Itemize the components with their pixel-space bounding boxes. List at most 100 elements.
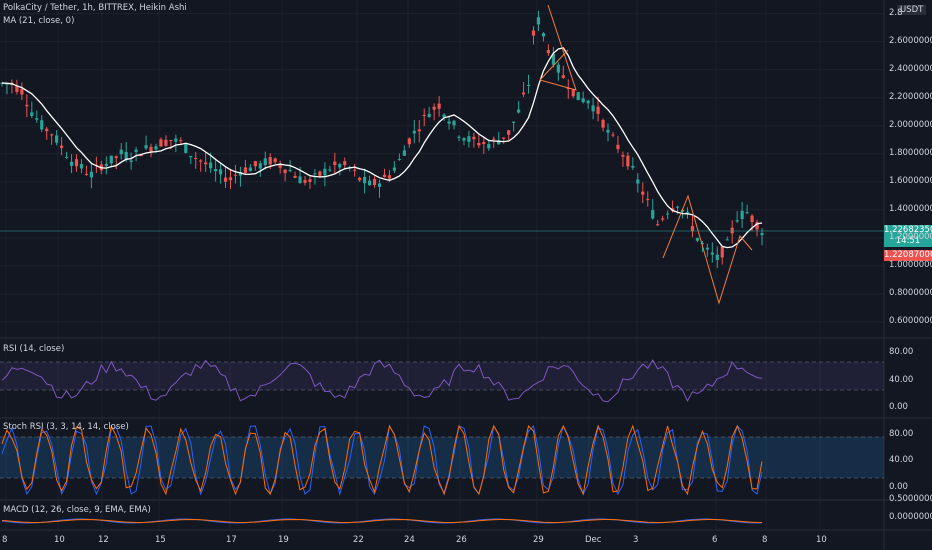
candle-body bbox=[248, 167, 252, 172]
candle-body bbox=[646, 199, 650, 201]
macd-signal-line bbox=[1, 518, 763, 523]
candle-body bbox=[407, 138, 411, 145]
candle-body bbox=[223, 177, 228, 182]
candle-body bbox=[392, 167, 397, 171]
price-tick-label: 2.60000000 bbox=[889, 35, 932, 46]
candle-body bbox=[427, 113, 431, 118]
candle-body bbox=[447, 121, 451, 124]
candle-body bbox=[695, 238, 700, 241]
candle-body bbox=[551, 53, 555, 65]
price-tick-label: 1.60000000 bbox=[889, 175, 932, 186]
candle-body bbox=[169, 140, 173, 142]
candle-body bbox=[353, 169, 357, 171]
osc-tick-label: 0.00000000 bbox=[889, 512, 932, 522]
candle-body bbox=[84, 173, 89, 175]
price-tick-label: 2.20000000 bbox=[889, 91, 932, 102]
candle-body bbox=[531, 30, 536, 36]
currency-badge[interactable]: USDT bbox=[897, 5, 927, 15]
candle-body bbox=[740, 210, 744, 220]
candle-body bbox=[735, 220, 739, 222]
chart-title: PolkaCity / Tether, 1h, BITTREX, Heikin … bbox=[3, 3, 187, 13]
stoch-d-line bbox=[1, 424, 763, 496]
candle-body bbox=[298, 176, 302, 184]
countdown-tag: 14:51 bbox=[884, 236, 932, 247]
candle-body bbox=[641, 191, 645, 195]
prev-price-tag: 1.22087000 bbox=[884, 250, 932, 261]
candle-body bbox=[109, 155, 113, 164]
stoch-k-line bbox=[1, 424, 763, 496]
candle-body bbox=[159, 139, 163, 147]
candle-body bbox=[263, 158, 267, 166]
candle-body bbox=[55, 135, 59, 143]
price-tick-label: 1.80000000 bbox=[889, 147, 932, 158]
candle-body bbox=[15, 85, 19, 92]
candle-body bbox=[50, 134, 54, 136]
candle-body bbox=[601, 119, 605, 128]
candle-body bbox=[576, 92, 580, 101]
candle-body bbox=[571, 88, 575, 97]
candle-body bbox=[755, 221, 759, 230]
price-tick-label: 0.80000000 bbox=[889, 287, 932, 298]
candle-body bbox=[164, 139, 168, 146]
candle-body bbox=[631, 165, 635, 168]
time-tick-label: 3 bbox=[633, 535, 639, 545]
candle-body bbox=[134, 149, 138, 152]
time-tick-label: 8 bbox=[762, 535, 768, 545]
candle-body bbox=[715, 254, 719, 261]
candle-body bbox=[104, 164, 108, 167]
candle-body bbox=[64, 156, 69, 158]
stoch-rsi-label: Stoch RSI (3, 3, 14, 14, close) bbox=[3, 422, 129, 432]
candle-body bbox=[556, 64, 560, 73]
candle-body bbox=[228, 177, 233, 181]
candle-body bbox=[725, 239, 729, 241]
candle-body bbox=[467, 136, 471, 142]
candle-body bbox=[636, 179, 640, 184]
candle-body bbox=[626, 155, 630, 167]
candle-body bbox=[308, 179, 312, 182]
candle-body bbox=[566, 87, 570, 90]
time-tick-label: 29 bbox=[533, 535, 544, 545]
candle-body bbox=[477, 142, 481, 146]
candle-body bbox=[536, 17, 541, 25]
candle-body bbox=[144, 145, 148, 149]
candle-body bbox=[541, 33, 546, 37]
candle-body bbox=[656, 224, 660, 226]
candle-body bbox=[437, 103, 441, 109]
candle-body bbox=[700, 243, 704, 245]
candle-body bbox=[69, 161, 74, 166]
macd-label: MACD (12, 26, close, 9, EMA, EMA) bbox=[3, 505, 151, 515]
candle-body bbox=[452, 120, 456, 126]
candle-body bbox=[422, 114, 426, 116]
candle-body bbox=[238, 172, 243, 176]
time-tick-label: 24 bbox=[404, 535, 415, 545]
osc-tick-label: 0.00 bbox=[889, 402, 908, 412]
candle-body bbox=[318, 171, 322, 176]
candle-body bbox=[189, 155, 193, 158]
candle-body bbox=[402, 150, 406, 156]
candle-body bbox=[124, 151, 128, 160]
macd-line bbox=[1, 518, 763, 524]
candle-body bbox=[611, 134, 615, 136]
candle-body bbox=[273, 158, 277, 163]
trend-drawing-1 bbox=[662, 194, 753, 305]
trend-drawing-0 bbox=[539, 4, 577, 91]
candle-body bbox=[40, 120, 44, 130]
candle-body bbox=[730, 227, 734, 234]
candle-body bbox=[621, 155, 625, 157]
candle-body bbox=[129, 160, 133, 162]
candle-body bbox=[517, 109, 521, 113]
candle-body bbox=[363, 177, 367, 184]
candle-body bbox=[492, 138, 496, 140]
candle-body bbox=[382, 174, 387, 178]
ma-indicator-label: MA (21, close, 0) bbox=[3, 16, 75, 26]
time-tick-label: 10 bbox=[54, 535, 65, 545]
candle-body bbox=[30, 112, 34, 116]
candle-body bbox=[323, 168, 327, 176]
candle-body bbox=[487, 144, 491, 149]
time-tick-label: 22 bbox=[353, 535, 364, 545]
candle-body bbox=[184, 143, 188, 153]
candle-body bbox=[20, 88, 24, 95]
candle-body bbox=[288, 170, 292, 172]
candle-body bbox=[586, 100, 590, 104]
